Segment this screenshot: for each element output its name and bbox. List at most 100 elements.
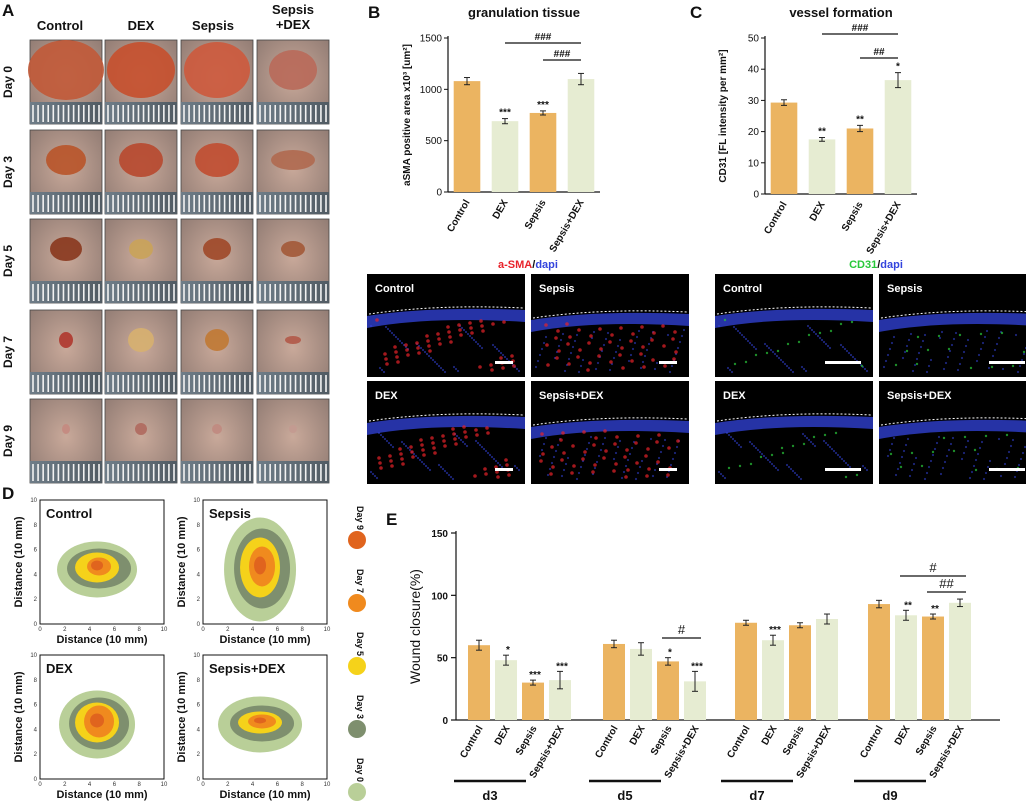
- column-header: Sepsis +DEX: [272, 2, 314, 32]
- asma-nucleus: [544, 436, 548, 440]
- wound-lesion: [135, 423, 147, 435]
- asma-marker-signal: [568, 335, 572, 339]
- asma-nucleus: [579, 465, 583, 469]
- asma-nucleus: [447, 473, 451, 477]
- cd31-nucleus: [739, 445, 743, 449]
- asma-nucleus: [466, 332, 470, 336]
- cd31-nucleus: [997, 336, 1001, 340]
- cd31-nucleus: [931, 453, 935, 457]
- asma-nucleus: [476, 342, 480, 346]
- cd31-nucleus: [777, 356, 781, 360]
- cd31-marker-signal: [926, 348, 930, 352]
- asma-nucleus: [478, 443, 482, 447]
- cd31-epidermis: [879, 312, 1026, 332]
- cd31-marker-signal: [749, 462, 753, 466]
- asma-marker-signal: [427, 344, 431, 348]
- asma-marker-signal: [676, 439, 680, 443]
- asma-marker-signal: [410, 450, 414, 454]
- contour-y-label: Distance (10 mm): [13, 671, 25, 762]
- cd31-nucleus: [991, 354, 995, 358]
- asma-image-label: Sepsis+DEX: [539, 390, 604, 402]
- asma-nucleus: [497, 349, 501, 353]
- cd31-nucleus: [903, 350, 907, 354]
- asma-marker-signal: [672, 357, 676, 361]
- contour-day-4: [91, 560, 104, 571]
- asma-nucleus: [375, 476, 379, 480]
- asma-nucleus: [673, 451, 677, 455]
- cd31-nucleus: [824, 342, 828, 346]
- aSMA-chart-bracket-label: ###: [554, 49, 571, 60]
- contour-y-tick: 8: [34, 523, 38, 529]
- asma-marker-signal: [484, 472, 488, 476]
- closure-bar: [816, 619, 838, 720]
- CD31-chart-y-tick-label: 20: [748, 127, 760, 138]
- closure-bar: [684, 681, 706, 720]
- asma-nucleus: [394, 335, 398, 339]
- asma-marker-signal: [401, 462, 405, 466]
- asma-marker-signal: [604, 449, 608, 453]
- cd31-nucleus: [912, 462, 916, 466]
- aSMA-chart-y-tick-label: 1500: [420, 34, 443, 45]
- closure-significance: **: [931, 604, 939, 615]
- asma-marker-signal: [631, 332, 635, 336]
- row-header: Day 0: [1, 66, 15, 98]
- cd31-nucleus: [776, 468, 780, 472]
- cd31-marker-signal: [802, 442, 806, 446]
- cd31-nucleus: [925, 471, 929, 475]
- CD31-chart-category-label: Control: [762, 200, 789, 236]
- cd31-marker-signal: [979, 332, 983, 336]
- asma-marker-signal: [540, 432, 544, 436]
- cd31-nucleus: [795, 473, 799, 477]
- cd31-marker-signal: [990, 365, 994, 369]
- cd31-marker-signal: [1000, 331, 1004, 335]
- contour-y-label: Distance (10 mm): [176, 671, 188, 762]
- contour-y-tick: 4: [197, 572, 201, 578]
- asma-nucleus: [639, 366, 643, 370]
- cd31-nucleus: [805, 436, 809, 440]
- cd31-nucleus: [738, 331, 742, 335]
- asma-nucleus: [404, 444, 408, 448]
- asma-marker-signal: [551, 465, 555, 469]
- cd31-marker-signal: [812, 435, 816, 439]
- asma-nucleus: [443, 469, 447, 473]
- contour-plot-title: Sepsis+DEX: [209, 661, 286, 676]
- asma-nucleus: [426, 466, 430, 470]
- cd31-marker-signal: [958, 333, 962, 337]
- closure-category-label: Control: [725, 724, 752, 760]
- asma-nucleus: [371, 472, 375, 476]
- asma-basement-line: [368, 306, 524, 315]
- contour-x-tick: 6: [276, 782, 280, 788]
- asma-marker-signal: [612, 469, 616, 473]
- asma-marker-signal: [544, 323, 548, 327]
- ruler: [181, 281, 253, 303]
- cd31-nucleus: [1023, 445, 1026, 449]
- cd31-nucleus: [886, 454, 890, 458]
- closure-category-label: DEX: [628, 724, 648, 748]
- group-label: d9: [882, 788, 897, 802]
- cd31-nucleus: [730, 370, 734, 374]
- asma-nucleus: [671, 457, 675, 461]
- cd31-nucleus: [840, 457, 844, 461]
- closure-category-label: Sepsis: [514, 724, 540, 758]
- CD31-chart-y-tick-label: 30: [748, 96, 760, 107]
- asma-nucleus: [622, 470, 626, 474]
- asma-marker-signal: [572, 464, 576, 468]
- asma-marker-signal: [599, 347, 603, 351]
- asma-marker-signal: [623, 455, 627, 459]
- cd31-nucleus: [884, 359, 888, 363]
- wound-photo: [29, 218, 103, 304]
- asma-marker-signal: [502, 320, 506, 324]
- asma-nucleus: [420, 460, 424, 464]
- asma-marker-signal: [486, 431, 490, 435]
- cd31-nucleus: [1020, 358, 1024, 362]
- asma-nucleus: [412, 452, 416, 456]
- asma-nucleus: [451, 477, 455, 481]
- cd31-nucleus: [861, 464, 865, 468]
- contour-y-tick: 0: [197, 777, 201, 783]
- asma-basement-line: [532, 417, 688, 426]
- asma-image-bg: [367, 274, 525, 377]
- asma-marker-signal: [441, 434, 445, 438]
- contour-x-tick: 0: [201, 627, 205, 633]
- closure-bracket-label: #: [678, 622, 686, 637]
- asma-marker-signal: [463, 430, 467, 434]
